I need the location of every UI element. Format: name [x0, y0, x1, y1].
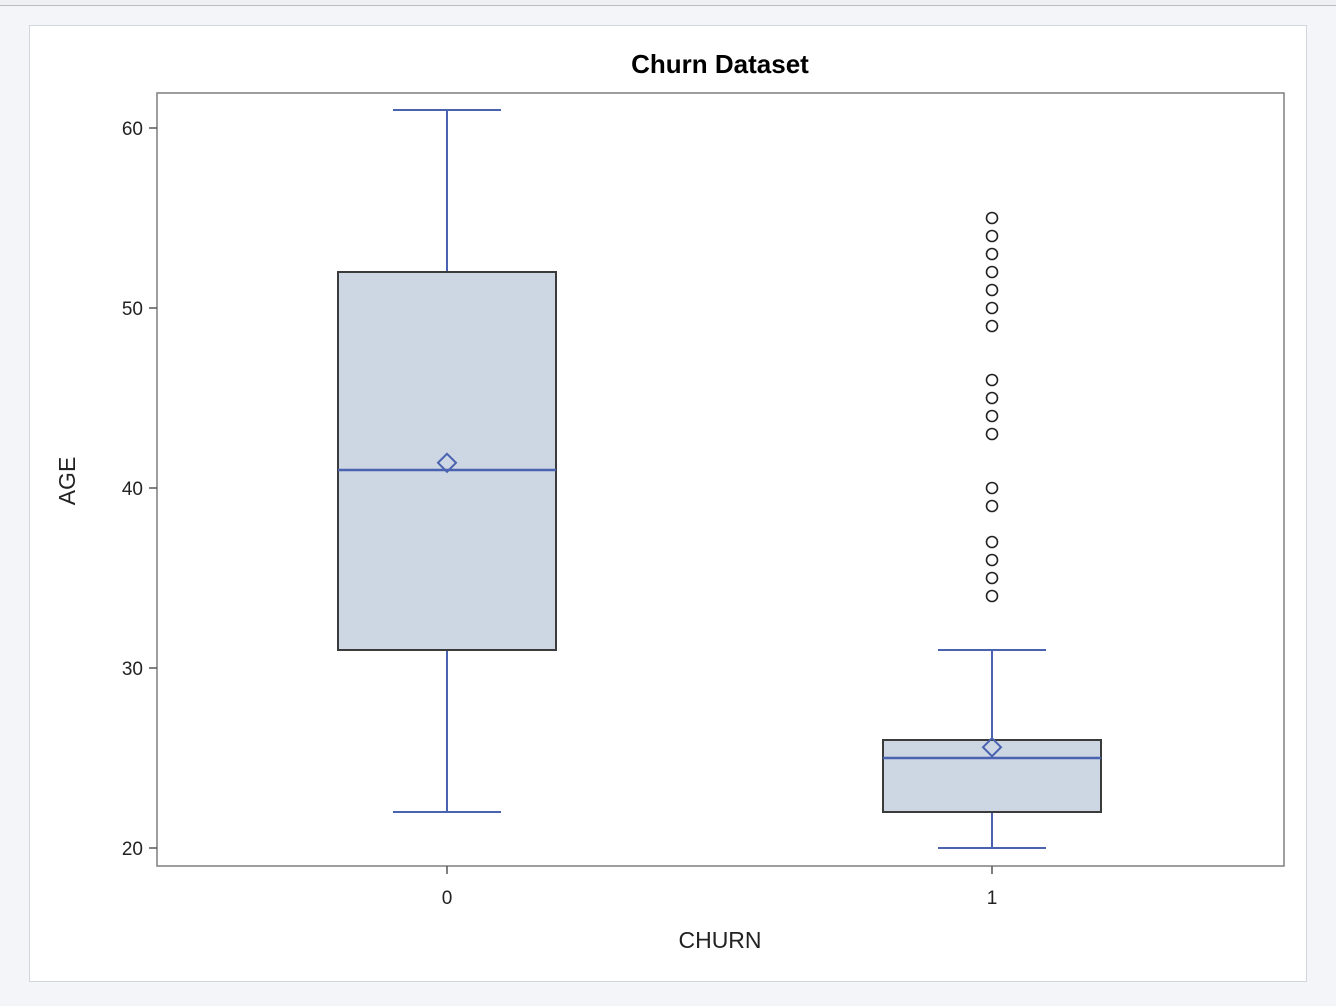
y-tick-label: 40	[122, 479, 143, 500]
y-tick-label: 50	[122, 299, 143, 320]
box-group-1	[882, 211, 1102, 849]
outlier-point	[985, 499, 999, 513]
outlier-point	[985, 301, 999, 315]
outlier-point	[985, 427, 999, 441]
box-series	[337, 109, 1102, 849]
x-axis-label: CHURN	[678, 927, 761, 953]
y-tick-label: 60	[122, 119, 143, 140]
top-border	[0, 0, 1336, 6]
outlier-point	[985, 373, 999, 387]
y-tick-label: 20	[122, 839, 143, 860]
plot-area	[156, 92, 1285, 867]
outlier-point	[985, 319, 999, 333]
outlier-point	[985, 409, 999, 423]
mean-marker	[436, 452, 458, 474]
iqr-box	[337, 271, 557, 651]
x-tick-label: 0	[442, 888, 453, 909]
outlier-point	[985, 247, 999, 261]
outlier-point	[985, 211, 999, 225]
outlier-point	[985, 283, 999, 297]
outlier-point	[985, 229, 999, 243]
outlier-point	[985, 535, 999, 549]
x-tick-label: 1	[987, 888, 998, 909]
outlier-point	[985, 481, 999, 495]
y-tick-label: 30	[122, 659, 143, 680]
outlier-point	[985, 589, 999, 603]
mean-marker	[981, 736, 1003, 758]
outlier-point	[985, 391, 999, 405]
box-group-0	[337, 109, 557, 813]
y-axis-label: AGE	[54, 457, 80, 506]
outlier-point	[985, 553, 999, 567]
outlier-point	[985, 265, 999, 279]
y-axis: 20 30 40 50 60	[122, 119, 157, 860]
chart-title: Churn Dataset	[631, 49, 809, 79]
outlier-point	[985, 571, 999, 585]
iqr-box	[882, 739, 1102, 813]
